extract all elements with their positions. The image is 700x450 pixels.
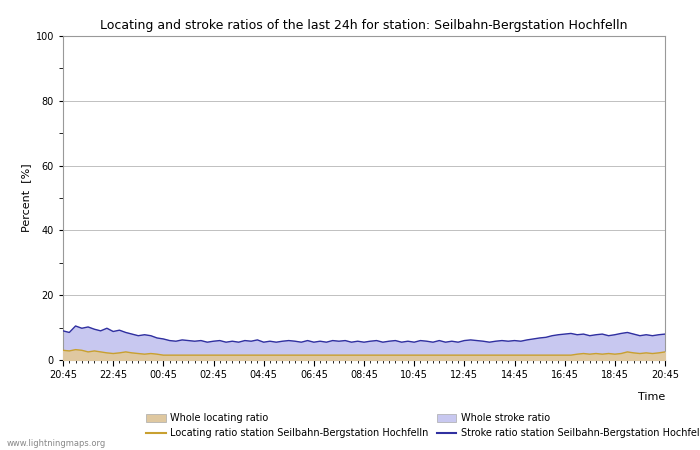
Legend: Whole locating ratio, Locating ratio station Seilbahn-Bergstation Hochfelln, Who: Whole locating ratio, Locating ratio sta… <box>146 414 700 438</box>
Y-axis label: Percent  [%]: Percent [%] <box>22 164 32 232</box>
Text: Time: Time <box>638 392 665 402</box>
Title: Locating and stroke ratios of the last 24h for station: Seilbahn-Bergstation Hoc: Locating and stroke ratios of the last 2… <box>100 19 628 32</box>
Text: www.lightningmaps.org: www.lightningmaps.org <box>7 439 106 448</box>
